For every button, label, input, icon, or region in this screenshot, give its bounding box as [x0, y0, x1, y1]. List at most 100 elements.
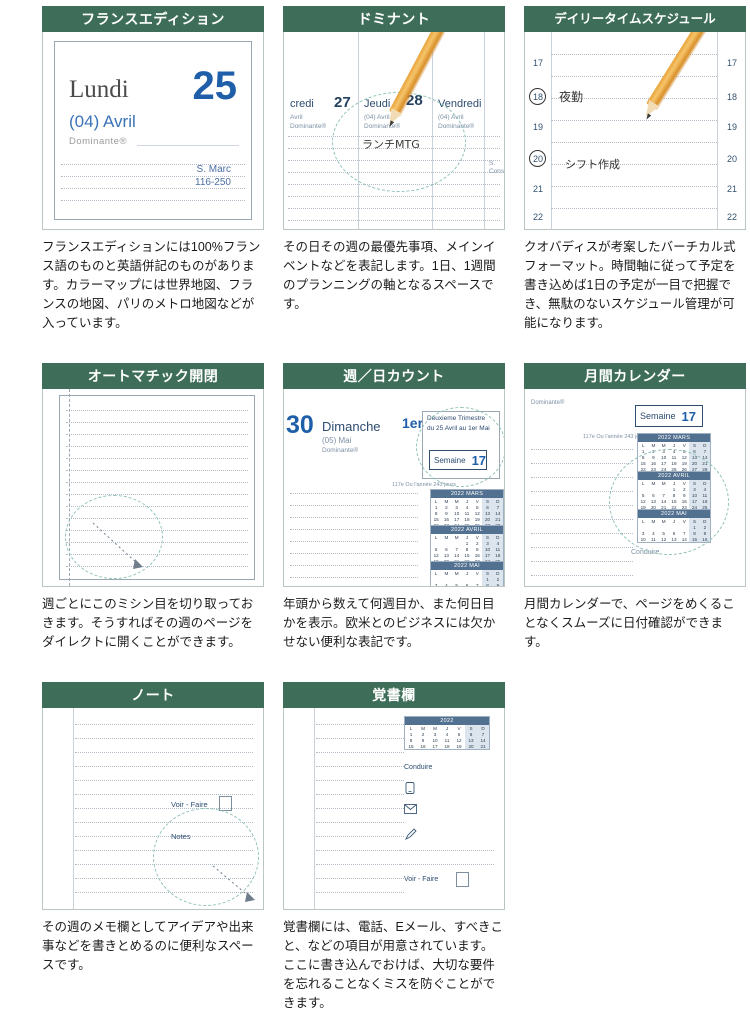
feature-grid: フランスエディション Lundi 25 (04) Avril Dominante… [0, 0, 750, 333]
day-number: 30 [286, 411, 314, 439]
mini-calendar-title: 2022 [405, 717, 489, 725]
hour-left-2: 19 [533, 122, 544, 132]
voir-faire-box [456, 872, 469, 887]
hour-right-1: 18 [726, 92, 737, 102]
circled-hour-18 [529, 88, 546, 105]
day-name: Lundi [69, 76, 129, 103]
card-title: デイリータイムスケジュール [524, 6, 746, 32]
hour-right-4: 21 [726, 184, 737, 194]
highlight-circle [609, 449, 729, 555]
hour-right-2: 19 [726, 122, 737, 132]
card-preview-note: Voir - Faire Notes [42, 708, 264, 910]
card-caption: 週ごとにこのミシン目を切り取っておきます。そうすればその週のページをダイレクトに… [42, 597, 254, 649]
card-preview-week-day-count: 30 Dimanche 1er (05) Mai Dominante® Deux… [283, 389, 505, 587]
card-preview-dominante: credi 27 Avril Dominante® Jeudi 28 (04) … [283, 32, 505, 230]
hour-left-0: 17 [533, 58, 544, 68]
phone-icon [405, 782, 415, 794]
card-caption: 覚書欄には、電話、Eメール、すべきこと、などの項目が用意されています。ここに書き… [283, 920, 503, 1010]
row-gap [0, 652, 750, 676]
highlight-circle [153, 808, 259, 906]
week-number: 17 [681, 408, 696, 424]
highlight-circle [416, 407, 504, 487]
hour-left-5: 22 [533, 212, 544, 222]
day-count-note: 117e Ou l'année 243 jours [392, 482, 456, 488]
feature-card-week-day-count: 週／日カウント 30 Dimanche 1er (05) Mai Dominan… [283, 363, 505, 652]
card-title: 週／日カウント [283, 363, 505, 389]
mini-calendar-title: 2022 MAI [431, 562, 503, 570]
feature-grid-row2: オートマチック開閉 [0, 357, 750, 652]
page-frame: Lundi 25 (04) Avril Dominante® S. Marc 1… [54, 41, 252, 220]
month-line: (04) Avril [69, 112, 136, 131]
day-name-2: Vendredi [438, 98, 482, 110]
day-count-note: 117e Ou l'année 243 jours [583, 434, 647, 440]
card-caption: フランスエディションには100%フランス語のものと英語併記のものがあります。カラ… [42, 240, 261, 330]
hour-rule-lines [525, 32, 745, 229]
card-title: オートマチック開閉 [42, 363, 264, 389]
page-rule-lines [284, 389, 504, 586]
day-name-0: credi [290, 98, 314, 110]
feature-card-daily-schedule: デイリータイムスケジュール 17 18 19 [524, 6, 746, 333]
footer-label: Conduire [631, 549, 660, 556]
card-title: ドミナント [283, 6, 505, 32]
card-caption: その週のメモ欄としてアイデアや出来事などを書きとめるのに便利なスペースです。 [42, 920, 254, 972]
card-preview-automatic-open [42, 389, 264, 587]
card-preview-france-edition: Lundi 25 (04) Avril Dominante® S. Marc 1… [42, 32, 264, 230]
voir-faire-box [219, 796, 232, 811]
day-dominante-0: Dominante® [290, 123, 327, 130]
handwritten-note-0: 夜勤 [559, 90, 584, 104]
feature-card-dominante: ドミナント credi 27 Avril Dominante® Jeudi 28… [283, 6, 505, 333]
side-note: S. Cons [489, 160, 505, 175]
perforation-arrow-icon [92, 522, 143, 569]
day-number-0: 27 [334, 94, 351, 111]
mini-calendar-title: 2022 MARS [638, 434, 710, 442]
feature-card-monthly-calendar: 月間カレンダー Dominante® 117e Ou l'année 243 j… [524, 363, 746, 652]
card-caption: 月間カレンダーで、ページをめくることなくスムーズに日付確認ができます。 [524, 597, 735, 649]
card-title: 覚書欄 [283, 682, 505, 708]
mini-calendar-title: 2022 AVRIL [431, 526, 503, 534]
dominante-label: Dominante® [322, 447, 359, 454]
mini-calendar-title: 2022 MARS [431, 490, 503, 498]
dominante-rule [137, 145, 239, 146]
circled-hour-20 [529, 150, 546, 167]
card-caption: 年頭から数えて何週目か、また何日目かを表示。欧米とのビジネスには欠かせない便利な… [283, 597, 496, 649]
voir-faire-label: Voir - Faire [171, 800, 208, 809]
pen-icon [405, 828, 417, 840]
day-number: 25 [192, 64, 238, 108]
page-rule-lines [525, 389, 745, 586]
handwritten-note-1: シフト作成 [565, 159, 620, 171]
card-caption: クオバディスが考案したバーチカル式フォーマット。時間軸に従って予定を書き込めば1… [524, 240, 736, 330]
day-name: Dimanche [322, 419, 381, 434]
page-rule-lines [55, 42, 251, 219]
hour-right-5: 22 [726, 212, 737, 222]
row-gap [0, 333, 750, 357]
card-title: 月間カレンダー [524, 363, 746, 389]
dominante-label: Dominante® [531, 400, 565, 406]
mail-icon [404, 804, 417, 814]
conduire-label: Conduire [404, 764, 433, 771]
saint-and-ref: S. Marc 116-250 [195, 163, 231, 189]
planner-page [525, 32, 745, 229]
voir-faire-label: Voir - Faire [404, 876, 439, 883]
hour-right-0: 17 [726, 58, 737, 68]
hour-left-4: 21 [533, 184, 544, 194]
card-preview-monthly-calendar: Dominante® 117e Ou l'année 243 jours Sem… [524, 389, 746, 587]
perforation-arrow-icon [212, 865, 255, 902]
card-caption: その日その週の最優先事項、メインイベントなどを表記します。1日、1週間のプランニ… [283, 240, 496, 311]
week-number-badge: Semaine 17 [635, 405, 703, 427]
empty-cell [524, 682, 746, 1013]
card-title: フランスエディション [42, 6, 264, 32]
hour-right-3: 20 [726, 154, 737, 164]
week-label: Semaine [640, 411, 676, 421]
next-day-marker: 1er [402, 415, 424, 431]
feature-card-france-edition: フランスエディション Lundi 25 (04) Avril Dominante… [42, 6, 264, 333]
saint-name: S. Marc [196, 164, 231, 175]
card-preview-daily-schedule: 17 18 19 20 21 22 17 18 19 20 21 22 夜勤 シ… [524, 32, 746, 230]
dominante-label: Dominante® [69, 136, 127, 147]
month-line: (05) Mai [322, 436, 352, 445]
